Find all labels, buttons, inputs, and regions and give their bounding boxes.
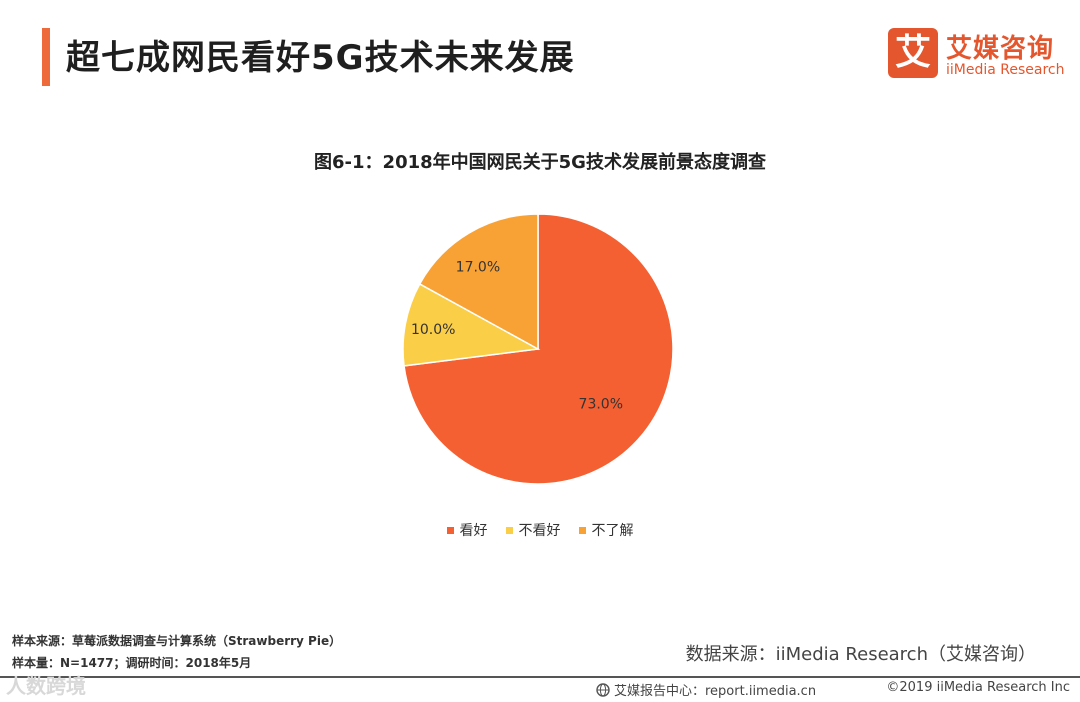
pie-label-negative: 10.0% xyxy=(411,322,455,338)
iimedia-logo: 艾 艾媒咨询 iiMedia Research xyxy=(888,28,1068,86)
pie-slice-unknown xyxy=(418,213,539,351)
globe-icon xyxy=(596,682,610,697)
pie-label-positive: 73.0% xyxy=(579,396,623,412)
pie-label-unknown: 17.0% xyxy=(456,260,500,276)
watermark-text: 人数跨境 xyxy=(6,674,86,698)
chart-title: 图6-1：2018年中国网民关于5G技术发展前景态度调查 xyxy=(314,152,766,173)
sample-source-note: 样本来源：草莓派数据调查与计算系统（Strawberry Pie） xyxy=(12,634,342,648)
report-center: 艾媒报告中心：report.iimedia.cn xyxy=(596,680,816,699)
title-accent-bar xyxy=(42,28,50,86)
sample-size-note: 样本量：N=1477；调研时间：2018年5月 xyxy=(12,656,252,670)
logo-english-name: iiMedia Research xyxy=(946,62,1065,78)
pie-slice-negative xyxy=(402,282,541,367)
logo-mark: 艾 xyxy=(888,28,938,78)
legend-item-unknown: 不了解 xyxy=(578,520,634,540)
chart-legend: 看好 不看好 不了解 xyxy=(0,520,1080,540)
copyright-text: ©2019 iiMedia Research Inc xyxy=(886,680,1070,695)
legend-swatch-unknown xyxy=(578,526,586,534)
data-source-note: 数据来源：iiMedia Research（艾媒咨询） xyxy=(685,644,1036,665)
legend-label-unknown: 不了解 xyxy=(591,523,634,539)
legend-label-negative: 不看好 xyxy=(518,523,561,539)
legend-item-negative: 不看好 xyxy=(505,520,561,540)
legend-swatch-negative xyxy=(505,526,513,534)
footer-divider xyxy=(0,676,1080,678)
page-title: 超七成网民看好5G技术未来发展 xyxy=(66,38,575,78)
legend-swatch-positive xyxy=(446,526,454,534)
logo-chinese-name: 艾媒咨询 xyxy=(946,34,1055,64)
legend-item-positive: 看好 xyxy=(446,520,488,540)
legend-label-positive: 看好 xyxy=(459,523,488,539)
report-center-text: 艾媒报告中心：report.iimedia.cn xyxy=(614,684,817,699)
